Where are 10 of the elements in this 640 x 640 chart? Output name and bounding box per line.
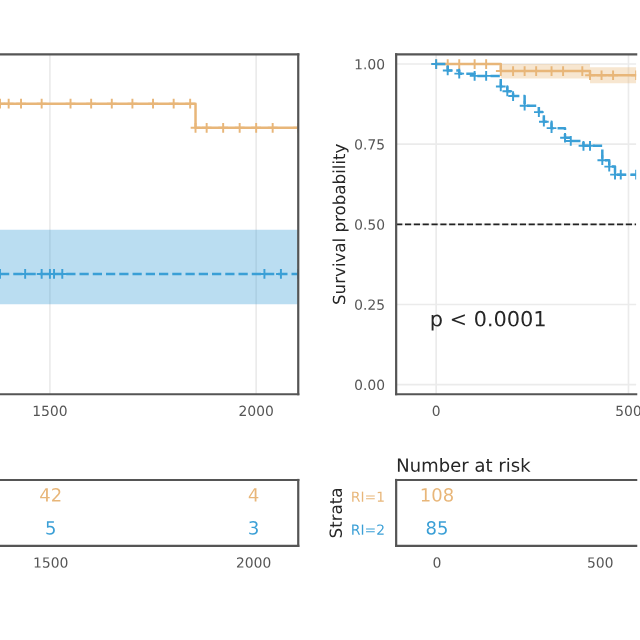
data-label: 5 <box>46 521 55 535</box>
y-axis-title: Survival probability <box>332 144 349 304</box>
chart-title: Number at risk <box>397 457 531 472</box>
data-label: 4 <box>248 488 259 502</box>
data-label: 42 <box>40 488 61 502</box>
data-label: 85 <box>426 521 447 535</box>
data-label: 3 <box>249 521 258 535</box>
y-axis-title: Strata <box>329 489 343 538</box>
annotation: p < 0.0001 <box>431 310 545 331</box>
data-label: 108 <box>421 488 453 502</box>
